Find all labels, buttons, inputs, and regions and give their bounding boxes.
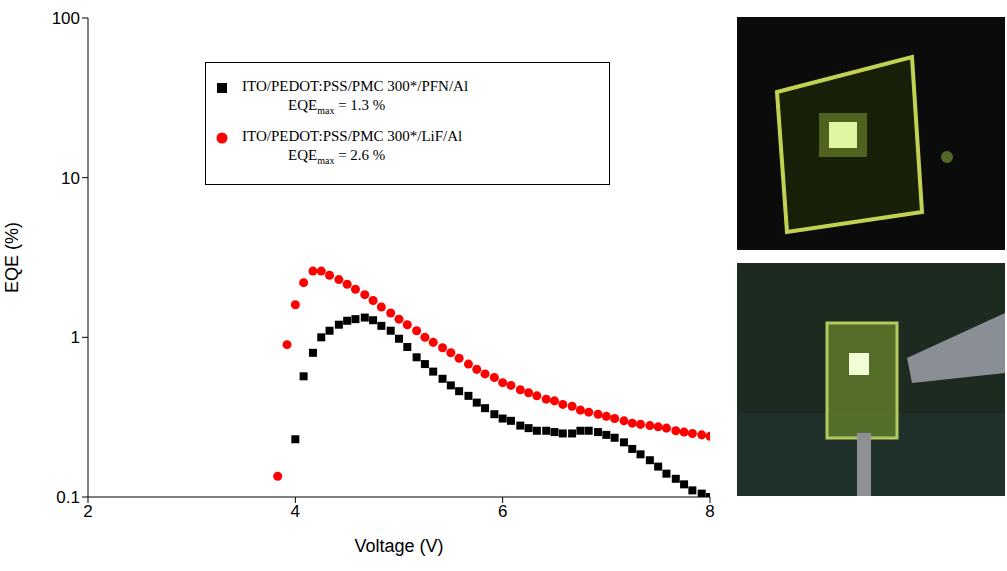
svg-text:8: 8 — [705, 502, 714, 521]
svg-text:0.1: 0.1 — [56, 488, 80, 507]
svg-text:Voltage (V): Voltage (V) — [354, 536, 443, 556]
svg-text:10: 10 — [61, 169, 80, 188]
svg-text:6: 6 — [498, 502, 507, 521]
svg-text:2: 2 — [83, 502, 92, 521]
svg-text:4: 4 — [291, 502, 300, 521]
svg-text:100: 100 — [52, 9, 80, 28]
svg-text:1: 1 — [71, 328, 80, 347]
svg-text:EQE (%): EQE (%) — [2, 222, 22, 293]
html-text:EQEmax= 2.6 %: EQEmax= 2.6 % — [288, 147, 386, 166]
html-text:ITO/PEDOT:PSS/PMC 300*/PFN/Al: ITO/PEDOT:PSS/PMC 300*/PFN/Al — [242, 78, 469, 94]
html-text:EQEmax= 1.3 %: EQEmax= 1.3 % — [288, 97, 386, 116]
html-text:ITO/PEDOT:PSS/PMC 300*/LiF/Al: ITO/PEDOT:PSS/PMC 300*/LiF/Al — [242, 128, 463, 144]
